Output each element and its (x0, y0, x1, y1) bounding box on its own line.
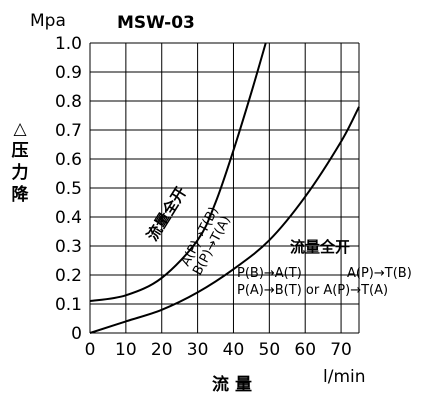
curve-2 (89, 106, 360, 334)
y-tick-label: 0.1 (55, 295, 82, 315)
x-unit-label: l/min (323, 367, 366, 387)
curve2-row1b: A(P)→T(B) (347, 266, 412, 281)
x-tick-label: 60 (294, 340, 316, 360)
curve2-label: 流量全开 (290, 238, 350, 256)
chart-title: MSW-03 (117, 13, 195, 33)
curve-1 (89, 42, 267, 303)
x-tick-label: 10 (115, 340, 137, 360)
y-tick-label: 0.4 (55, 208, 82, 228)
x-tick-label: 40 (223, 340, 245, 360)
grid (89, 42, 360, 334)
y-tick-label: 0 (71, 324, 82, 344)
y-tick-label: 0.9 (55, 63, 82, 83)
y-tick-label: 0.6 (55, 150, 82, 170)
x-tick-label: 30 (187, 340, 209, 360)
curves (89, 42, 360, 334)
y-tick-label: 1.0 (55, 34, 82, 54)
x-tick-label: 70 (330, 340, 352, 360)
x-tick-label: 50 (259, 340, 281, 360)
x-axis-label: 流 量 (212, 374, 252, 395)
y-tick-label: 0.2 (55, 266, 82, 286)
y-unit-label: Mpa (30, 11, 66, 31)
curve2-row1a: P(B)→A(T) (237, 266, 302, 281)
y-tick-label: 0.8 (55, 92, 82, 112)
svg-text:△压力降: △压力降 (12, 119, 30, 205)
y-tick-label: 0.3 (55, 237, 82, 257)
x-tick-label: 20 (151, 340, 173, 360)
tick-labels: 0 10 20 30 40 50 60 70 0 0.1 0.2 0.3 0.4 0.5 0.6 0.7 0.8… (55, 34, 352, 360)
y-tick-label: 0.5 (55, 179, 82, 199)
curve2-row2: P(A)→B(T) or A(P)→T(A) (237, 283, 388, 298)
curve1-label: 流量全开 (143, 184, 190, 244)
x-tick-label: 0 (85, 340, 96, 360)
y-axis-label: △压力降 (12, 119, 30, 205)
y-tick-label: 0.7 (55, 121, 82, 141)
